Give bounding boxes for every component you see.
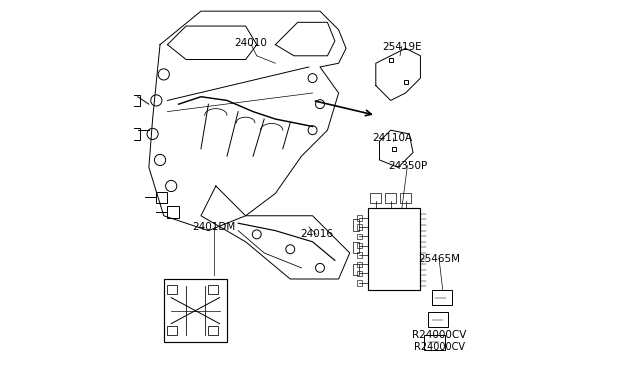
Bar xyxy=(357,252,362,258)
Bar xyxy=(357,243,362,248)
Bar xyxy=(209,326,218,335)
Bar xyxy=(131,95,140,106)
Bar xyxy=(168,326,177,335)
Bar xyxy=(131,128,140,140)
Bar xyxy=(156,192,168,203)
Bar xyxy=(357,280,362,286)
Text: 2401DM: 2401DM xyxy=(193,222,236,232)
Text: R24000CV: R24000CV xyxy=(413,341,465,352)
Text: 24350P: 24350P xyxy=(388,161,427,170)
Bar xyxy=(400,193,411,203)
Bar xyxy=(431,290,452,305)
Text: 24016: 24016 xyxy=(300,230,333,239)
Bar xyxy=(424,335,445,350)
Text: 24010: 24010 xyxy=(235,38,268,48)
Bar xyxy=(353,264,359,275)
Bar xyxy=(168,285,177,294)
Text: 25465M: 25465M xyxy=(418,254,460,263)
Text: 24110A: 24110A xyxy=(372,133,413,142)
Bar xyxy=(369,208,420,290)
Bar xyxy=(168,206,179,218)
Bar xyxy=(357,224,362,230)
Bar xyxy=(353,242,359,253)
Bar xyxy=(164,279,227,342)
Bar xyxy=(428,312,449,327)
Bar xyxy=(357,234,362,239)
Bar xyxy=(357,262,362,267)
Text: 25419E: 25419E xyxy=(382,42,422,51)
Bar xyxy=(209,285,218,294)
Bar xyxy=(385,193,396,203)
Bar xyxy=(357,271,362,276)
Bar xyxy=(370,193,381,203)
Bar xyxy=(353,219,359,231)
Text: R24000CV: R24000CV xyxy=(412,330,466,340)
Bar xyxy=(357,215,362,221)
